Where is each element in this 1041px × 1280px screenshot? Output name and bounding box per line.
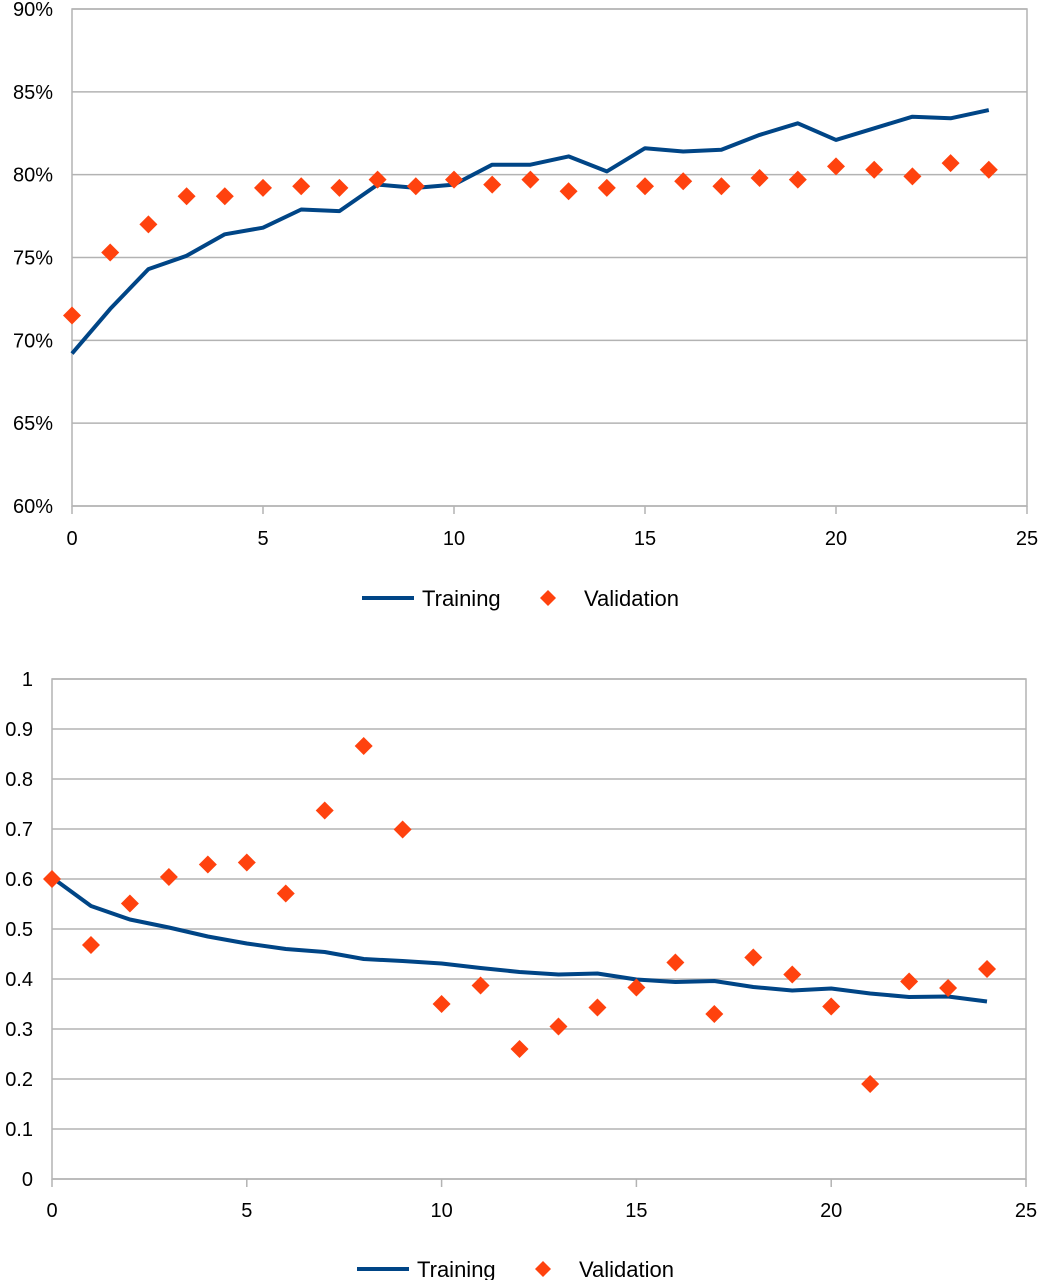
validation-point [627,978,646,997]
validation-point [521,170,540,189]
validation-point [861,1075,880,1093]
x-tick-label: 15 [634,528,656,550]
y-tick-label: 0.5 [5,919,33,941]
validation-point [81,936,100,954]
y-tick-label: 0.3 [5,1019,33,1041]
training-series-line [70,108,990,355]
x-tick-label: 0 [46,1200,57,1222]
validation-point [139,215,158,234]
x-tick-label: 15 [625,1200,647,1222]
validation-point [368,170,387,189]
validation-point [827,157,845,176]
validation-point [549,1017,568,1036]
validation-point [705,1005,724,1023]
legend-validation-swatch [535,1261,551,1277]
y-tick-label: 1 [22,669,33,691]
x-tick-label: 10 [430,1200,452,1222]
y-tick-label: 70% [13,330,53,352]
validation-point [666,953,685,972]
legend-validation-label: Validation [584,586,679,611]
validation-point [939,979,958,997]
y-tick-label: 0.4 [5,969,33,991]
y-tick-label: 0.9 [5,719,33,741]
x-tick-label: 0 [66,528,77,550]
validation-point [237,853,256,872]
x-tick-label: 25 [1015,1200,1037,1222]
legend-validation-swatch [540,590,556,606]
validation-point [788,170,807,189]
validation-point [510,1040,529,1058]
legend-validation-label: Validation [579,1257,674,1280]
validation-point [254,178,272,197]
validation-point [276,884,295,903]
accuracy-chart: 60% 65% 70% 75% 80% 85% 90% 0 5 10 15 20 25 Training V… [13,0,1038,611]
validation-point [900,972,919,991]
x-tick-label: 5 [257,528,268,550]
y-tick-label: 60% [13,496,53,518]
x-tick-label: 10 [443,528,465,550]
validation-point [783,965,802,984]
validation-point [177,187,196,206]
validation-point [43,870,61,888]
validation-point [744,948,763,967]
x-tick-label: 20 [825,528,847,550]
y-tick-label: 85% [13,82,53,104]
validation-point [471,976,490,995]
validation-point [159,868,178,886]
plot-frame [71,8,1028,507]
training-series-line [50,875,988,1004]
y-tick-label: 0.8 [5,769,33,791]
x-tick-label: 20 [820,1200,842,1222]
validation-point [588,998,607,1017]
validation-point [865,160,884,179]
y-tick-label: 80% [13,165,53,187]
y-tick-label: 0.2 [5,1069,33,1091]
y-tick-label: 0.1 [5,1119,33,1141]
y-tick-label: 0 [22,1169,33,1191]
y-tick-label: 75% [13,248,53,270]
validation-point [636,177,654,196]
validation-point [292,177,311,196]
validation-point [406,177,425,196]
loss-chart: 00.10.20.30.40.50.60.70.80.910 5 10 15 20 25T… [5,669,1037,1280]
validation-point [393,820,412,839]
validation-point [712,177,731,196]
y-tick-label: 0.7 [5,819,33,841]
validation-point [315,801,334,820]
validation-point [597,178,616,197]
validation-point [330,178,349,197]
legend-training-label: Training [417,1257,496,1280]
validation-point [198,855,217,874]
validation-point [63,306,81,325]
y-tick-label: 90% [13,0,53,21]
validation-point [941,154,960,173]
validation-point [101,243,120,262]
validation-point [215,187,234,206]
x-tick-label: 5 [241,1200,252,1222]
plot-frame [51,678,1027,1180]
validation-point [432,995,451,1013]
validation-point [674,172,693,191]
validation-point [903,167,922,186]
validation-point [822,997,841,1016]
y-tick-label: 0.6 [5,869,33,891]
validation-point [483,175,502,194]
validation-point [559,182,578,201]
validation-point [978,960,997,978]
y-tick-label: 65% [13,413,53,435]
validation-point [750,168,769,187]
legend-training-label: Training [422,586,501,611]
validation-point [979,160,998,179]
x-tick-label: 25 [1016,528,1038,550]
validation-point [445,170,463,189]
validation-point [354,737,373,755]
validation-point [120,894,139,913]
